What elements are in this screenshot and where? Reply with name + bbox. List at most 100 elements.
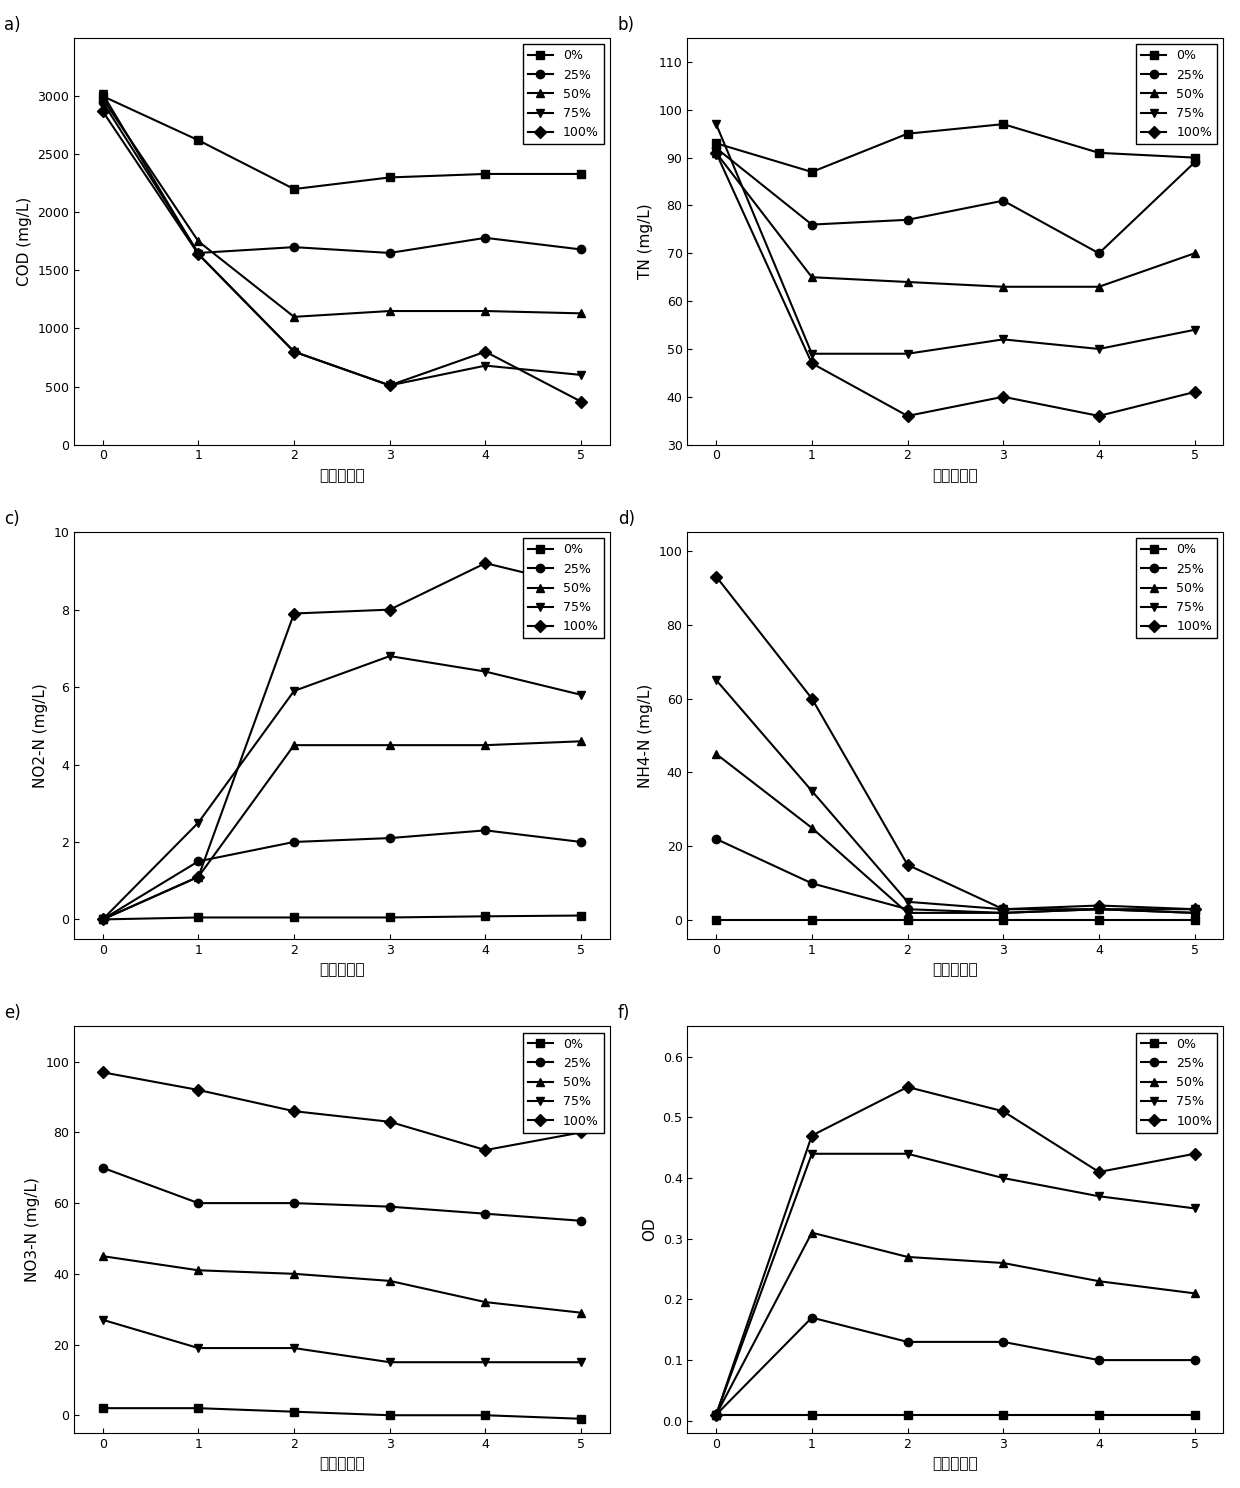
50% <box>1187 905 1202 923</box>
100% <box>900 856 915 873</box>
Line: 0%: 0% <box>98 92 585 193</box>
100% <box>95 103 110 121</box>
Line: 50%: 50% <box>98 94 585 321</box>
0% <box>996 115 1011 132</box>
75% <box>191 246 206 263</box>
75% <box>477 662 492 680</box>
0% <box>1187 1406 1202 1424</box>
75% <box>900 345 915 363</box>
75% <box>709 671 724 689</box>
0% <box>477 165 492 183</box>
100% <box>805 354 820 372</box>
Line: 100%: 100% <box>712 573 1199 914</box>
50% <box>191 1262 206 1280</box>
75% <box>191 814 206 832</box>
25% <box>709 1406 724 1424</box>
50% <box>574 1303 589 1321</box>
100% <box>900 1079 915 1097</box>
50% <box>996 905 1011 923</box>
75% <box>286 1339 301 1357</box>
0% <box>1091 1406 1106 1424</box>
Legend: 0%, 25%, 50%, 75%, 100%: 0%, 25%, 50%, 75%, 100% <box>523 45 604 144</box>
75% <box>900 1144 915 1162</box>
0% <box>574 165 589 183</box>
Y-axis label: COD (mg/L): COD (mg/L) <box>16 196 32 286</box>
0% <box>1187 911 1202 929</box>
50% <box>1091 1272 1106 1290</box>
Legend: 0%, 25%, 50%, 75%, 100%: 0%, 25%, 50%, 75%, 100% <box>1136 539 1218 638</box>
25% <box>477 1205 492 1223</box>
0% <box>1091 144 1106 162</box>
0% <box>477 908 492 926</box>
Legend: 0%, 25%, 50%, 75%, 100%: 0%, 25%, 50%, 75%, 100% <box>523 1033 604 1132</box>
100% <box>996 1103 1011 1120</box>
25% <box>574 833 589 851</box>
Line: 50%: 50% <box>98 737 585 924</box>
Text: e): e) <box>4 1004 21 1022</box>
50% <box>709 1406 724 1424</box>
Legend: 0%, 25%, 50%, 75%, 100%: 0%, 25%, 50%, 75%, 100% <box>523 539 604 638</box>
75% <box>574 686 589 704</box>
Line: 100%: 100% <box>98 559 585 924</box>
50% <box>286 737 301 754</box>
75% <box>709 115 724 132</box>
0% <box>95 1399 110 1417</box>
Legend: 0%, 25%, 50%, 75%, 100%: 0%, 25%, 50%, 75%, 100% <box>1136 45 1218 144</box>
50% <box>286 1265 301 1283</box>
75% <box>996 330 1011 348</box>
25% <box>996 1333 1011 1351</box>
Line: 0%: 0% <box>98 1405 585 1423</box>
25% <box>805 1308 820 1326</box>
Line: 0%: 0% <box>712 1411 1199 1420</box>
50% <box>996 1254 1011 1272</box>
50% <box>1091 900 1106 918</box>
25% <box>95 94 110 112</box>
75% <box>805 345 820 363</box>
75% <box>95 911 110 929</box>
50% <box>191 232 206 250</box>
25% <box>900 211 915 229</box>
75% <box>95 85 110 103</box>
0% <box>996 911 1011 929</box>
100% <box>574 1123 589 1141</box>
25% <box>382 829 397 847</box>
25% <box>382 1198 397 1216</box>
75% <box>477 1353 492 1370</box>
0% <box>477 1406 492 1424</box>
50% <box>382 302 397 320</box>
X-axis label: 时间（天）: 时间（天） <box>319 963 365 978</box>
0% <box>382 909 397 927</box>
Y-axis label: NO3-N (mg/L): NO3-N (mg/L) <box>25 1177 40 1283</box>
Line: 25%: 25% <box>712 1314 1199 1420</box>
Line: 75%: 75% <box>98 1315 585 1366</box>
50% <box>477 302 492 320</box>
100% <box>1187 1144 1202 1162</box>
Y-axis label: NH4-N (mg/L): NH4-N (mg/L) <box>639 683 653 787</box>
50% <box>286 308 301 326</box>
100% <box>382 601 397 619</box>
50% <box>805 818 820 836</box>
50% <box>477 1293 492 1311</box>
25% <box>286 1195 301 1213</box>
Line: 50%: 50% <box>98 1251 585 1317</box>
100% <box>574 577 589 595</box>
0% <box>382 1406 397 1424</box>
100% <box>286 604 301 622</box>
25% <box>709 830 724 848</box>
Legend: 0%, 25%, 50%, 75%, 100%: 0%, 25%, 50%, 75%, 100% <box>1136 1033 1218 1132</box>
Line: 75%: 75% <box>98 89 585 390</box>
Y-axis label: NO2-N (mg/L): NO2-N (mg/L) <box>32 683 47 787</box>
25% <box>191 853 206 870</box>
50% <box>574 305 589 323</box>
0% <box>1187 149 1202 167</box>
25% <box>191 1195 206 1213</box>
0% <box>709 134 724 152</box>
0% <box>1091 911 1106 929</box>
100% <box>900 408 915 426</box>
75% <box>191 1339 206 1357</box>
25% <box>1091 244 1106 262</box>
100% <box>191 246 206 263</box>
X-axis label: 时间（天）: 时间（天） <box>932 963 978 978</box>
25% <box>286 833 301 851</box>
75% <box>95 1311 110 1329</box>
